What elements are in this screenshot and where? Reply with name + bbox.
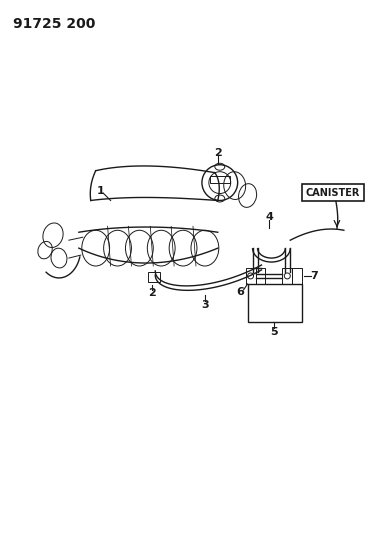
Bar xyxy=(248,284,302,321)
Text: 6: 6 xyxy=(237,287,244,297)
Circle shape xyxy=(284,273,290,279)
Text: 3: 3 xyxy=(201,300,209,310)
Text: 2: 2 xyxy=(214,148,222,158)
Bar xyxy=(246,268,256,284)
Text: 5: 5 xyxy=(270,327,278,336)
Bar xyxy=(302,183,364,201)
Text: 4: 4 xyxy=(265,212,274,222)
Text: 1: 1 xyxy=(97,185,105,196)
Bar xyxy=(210,176,230,183)
Text: 91725 200: 91725 200 xyxy=(13,17,96,31)
Text: 7: 7 xyxy=(310,271,318,281)
Text: 2: 2 xyxy=(149,288,156,298)
Bar xyxy=(282,268,292,284)
Bar xyxy=(292,268,302,284)
Bar xyxy=(256,268,265,284)
Bar xyxy=(148,272,160,282)
Circle shape xyxy=(248,273,254,279)
Text: CANISTER: CANISTER xyxy=(306,188,360,198)
